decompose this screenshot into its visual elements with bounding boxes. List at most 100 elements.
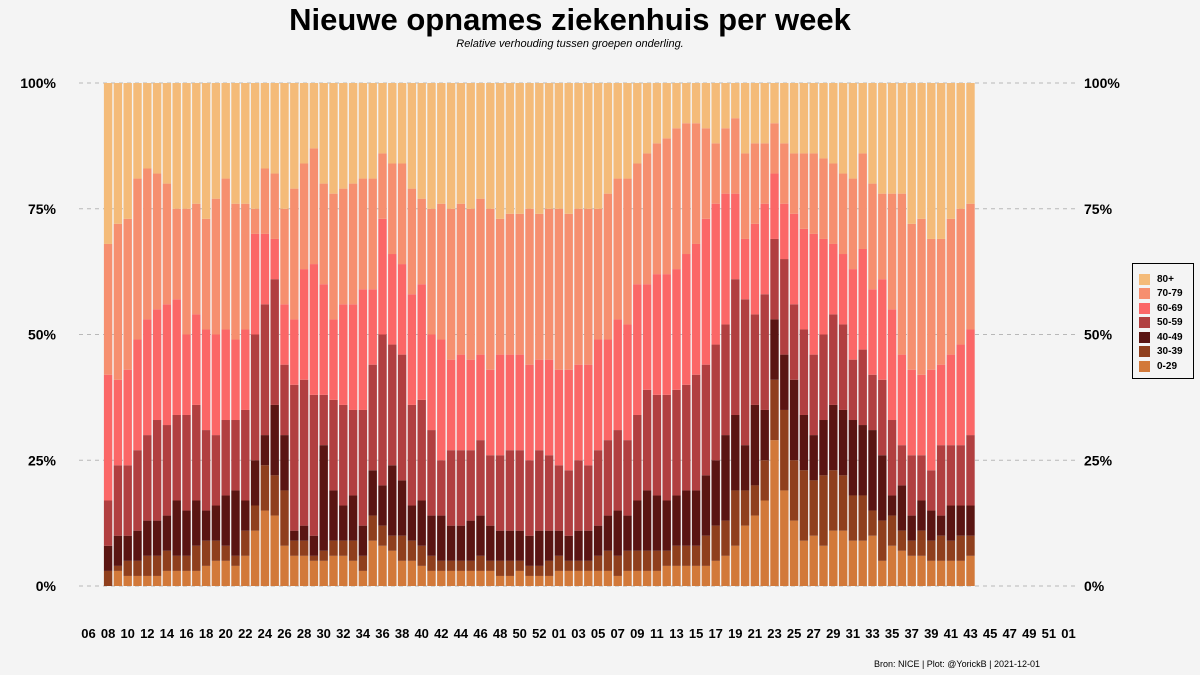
bar-segment xyxy=(476,570,485,586)
bar-segment xyxy=(192,203,201,315)
bar-segment xyxy=(584,465,593,531)
bar-segment xyxy=(946,354,956,446)
bar-segment xyxy=(760,83,769,144)
x-tick-label: 21 xyxy=(748,626,762,641)
bar-segment xyxy=(250,460,260,506)
bar-segment xyxy=(848,495,858,541)
chart-subtitle: Relative verhouding tussen groepen onder… xyxy=(456,38,684,50)
bar-segment xyxy=(927,470,936,511)
bar-segment xyxy=(858,153,867,249)
bar-segment xyxy=(603,193,613,340)
bar-segment xyxy=(613,555,622,576)
bar-segment xyxy=(603,339,613,441)
bar-segment xyxy=(172,570,181,586)
bar-segment xyxy=(172,208,181,300)
x-tick-label: 01 xyxy=(1061,626,1075,641)
bar-segment xyxy=(564,570,573,586)
bar-segment xyxy=(358,289,368,410)
bar-segment xyxy=(123,465,132,536)
x-tick-label: 33 xyxy=(865,626,879,641)
bar-segment xyxy=(799,540,809,586)
legend-item: 30-39 xyxy=(1139,345,1193,360)
bar-segment xyxy=(623,324,632,441)
bar-segment xyxy=(878,193,887,280)
bar-segment xyxy=(603,570,613,586)
bar-segment xyxy=(319,183,328,285)
bar-segment xyxy=(290,540,299,556)
x-tick-label: 27 xyxy=(806,626,820,641)
bar-segment xyxy=(809,480,818,536)
bar-segment xyxy=(770,379,779,441)
bar-segment xyxy=(544,455,554,531)
bar-segment xyxy=(456,525,466,561)
bar-segment xyxy=(486,369,495,456)
bar-segment xyxy=(515,530,524,561)
bar-segment xyxy=(182,208,191,335)
bar-segment xyxy=(927,83,936,239)
bar-segment xyxy=(290,83,299,189)
bar-segment xyxy=(456,203,466,355)
bar-segment xyxy=(427,570,436,586)
bar-segment xyxy=(192,545,201,571)
bar-segment xyxy=(829,83,838,164)
bar-segment xyxy=(858,349,867,426)
bar-segment xyxy=(299,525,309,541)
bar-segment xyxy=(515,450,524,531)
bar-segment xyxy=(143,520,152,556)
bar-segment xyxy=(917,555,926,586)
bar-segment xyxy=(956,83,965,209)
bar-segment xyxy=(260,233,270,305)
bar-segment xyxy=(731,279,740,415)
bar-segment xyxy=(584,364,593,466)
legend-item: 50-59 xyxy=(1139,316,1193,331)
bar-segment xyxy=(672,83,681,129)
bar-segment xyxy=(309,264,319,395)
bar-segment xyxy=(848,269,858,360)
bar-segment xyxy=(868,183,877,290)
bar-segment xyxy=(740,490,750,526)
bar-segment xyxy=(505,83,515,214)
x-tick-label: 11 xyxy=(650,626,664,641)
bar-segment xyxy=(936,515,946,536)
bar-segment xyxy=(966,555,975,586)
bar-segment xyxy=(633,500,642,551)
bar-segment xyxy=(348,560,358,586)
bar-segment xyxy=(368,289,377,365)
bar-segment xyxy=(495,575,505,586)
bar-segment xyxy=(907,369,916,456)
bar-segment xyxy=(280,83,289,209)
bar-segment xyxy=(348,183,358,305)
x-tick-label: 46 xyxy=(473,626,487,641)
bar-segment xyxy=(103,500,113,546)
bar-segment xyxy=(652,83,662,144)
bar-segment xyxy=(535,565,544,576)
bar-segment xyxy=(819,475,828,546)
bar-segment xyxy=(339,304,348,405)
bar-segment xyxy=(946,505,956,541)
bar-segment xyxy=(397,535,407,561)
bar-segment xyxy=(711,203,720,345)
bar-segment xyxy=(829,314,838,405)
bar-segment xyxy=(358,555,368,571)
bar-segment xyxy=(897,354,907,446)
bar-segment xyxy=(780,83,789,144)
bar-segment xyxy=(299,269,309,380)
bar-segment xyxy=(936,445,946,516)
bar-segment xyxy=(672,269,681,390)
y-tick-label: 50% xyxy=(1084,327,1113,343)
x-tick-label: 26 xyxy=(277,626,291,641)
bar-segment xyxy=(407,505,417,541)
bar-segment xyxy=(456,570,466,586)
bar-segment xyxy=(554,530,564,556)
bar-segment xyxy=(799,83,809,154)
bar-segment xyxy=(789,460,799,521)
bar-segment xyxy=(348,304,358,410)
bar-segment xyxy=(711,525,720,561)
x-tick-label: 24 xyxy=(258,626,273,641)
bar-segment xyxy=(368,515,377,541)
bar-segment xyxy=(966,435,975,506)
bar-segment xyxy=(397,480,407,536)
bar-segment xyxy=(799,470,809,541)
x-tick-label: 01 xyxy=(552,626,566,641)
bar-segment xyxy=(878,520,887,561)
